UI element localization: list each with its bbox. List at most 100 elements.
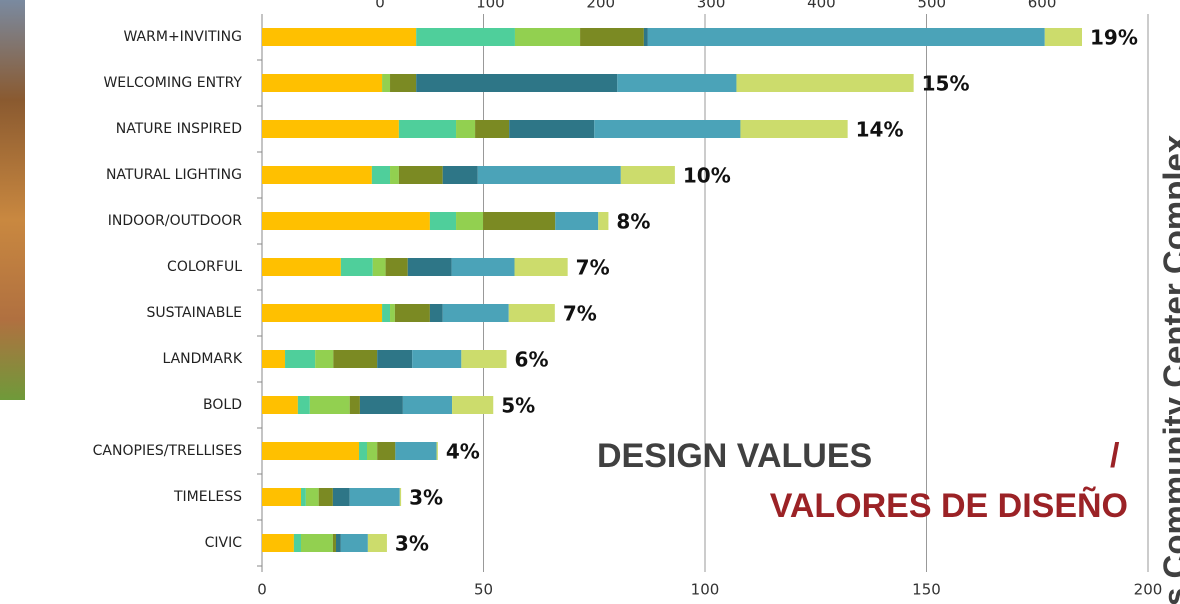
- bar-segment: [262, 120, 399, 138]
- bar-segment: [262, 258, 341, 276]
- bar-segment: [285, 350, 316, 368]
- bar-segment: [293, 534, 301, 552]
- bar-segment: [436, 442, 438, 460]
- y-tick-label: CIVIC: [205, 535, 243, 551]
- bar-label: 3%: [395, 532, 429, 556]
- bar-label: 4%: [446, 440, 480, 464]
- bar-segment: [359, 442, 367, 460]
- x-tick-label: 50: [474, 581, 493, 599]
- y-tick-label: WARM+INVITING: [123, 29, 242, 45]
- bar-segment: [372, 258, 386, 276]
- y-tick-label: CANOPIES/TRELLISES: [93, 443, 242, 459]
- x-tick-label: 150: [912, 581, 941, 599]
- y-tick-label: TIMELESS: [173, 489, 242, 505]
- bar-segment: [452, 396, 494, 414]
- y-tick-label: NATURAL LIGHTING: [106, 167, 242, 183]
- x2-tick-label: 200: [586, 0, 615, 12]
- x-tick-label: 100: [691, 581, 720, 599]
- bar-segment: [297, 396, 310, 414]
- bar-segment: [390, 74, 417, 92]
- bar-segment: [647, 28, 1045, 46]
- bar-segment: [262, 74, 383, 92]
- bar-label: 8%: [616, 210, 650, 234]
- bar-segment: [508, 304, 555, 322]
- bar-segment: [359, 396, 403, 414]
- bar-segment: [1044, 28, 1082, 46]
- bar-segment: [390, 166, 399, 184]
- bar-segment: [416, 74, 618, 92]
- photo-strip: [0, 0, 25, 400]
- x2-tick-label: 500: [917, 0, 946, 12]
- bar-label: 5%: [501, 394, 535, 418]
- bar-segment: [371, 166, 391, 184]
- bar-segment: [594, 120, 741, 138]
- bar-segment: [442, 166, 478, 184]
- bar-label: 7%: [563, 302, 597, 326]
- bar-segment: [395, 442, 437, 460]
- bar-segment: [349, 396, 360, 414]
- bar-segment: [740, 120, 848, 138]
- bar-segment: [483, 212, 556, 230]
- bar-segment: [620, 166, 675, 184]
- bar-segment: [377, 442, 396, 460]
- bar-segment: [385, 258, 408, 276]
- bar-label: 6%: [515, 348, 549, 372]
- bar-segment: [598, 212, 609, 230]
- bar-label: 14%: [856, 118, 904, 142]
- bar-segment: [477, 166, 621, 184]
- bar-segment: [451, 258, 515, 276]
- bar-segment: [509, 120, 595, 138]
- bar-segment: [456, 120, 476, 138]
- y-tick-label: BOLD: [203, 397, 242, 413]
- bar-segment: [643, 28, 648, 46]
- bar-label: 7%: [576, 256, 610, 280]
- bar-segment: [262, 534, 294, 552]
- bar-segment: [399, 488, 402, 506]
- bar-segment: [398, 166, 443, 184]
- bar-segment: [262, 396, 298, 414]
- bar-segment: [367, 534, 387, 552]
- bar-segment: [332, 488, 350, 506]
- x2-tick-label: 400: [807, 0, 836, 12]
- bar-segment: [617, 74, 737, 92]
- bar-segment: [315, 350, 334, 368]
- bar-label: 10%: [683, 164, 731, 188]
- bar-segment: [340, 258, 373, 276]
- bar-segment: [333, 350, 378, 368]
- bar-segment: [262, 304, 383, 322]
- bar-segment: [382, 304, 391, 322]
- bar-segment: [429, 212, 457, 230]
- bar-segment: [416, 28, 515, 46]
- y-tick-label: WELCOMING ENTRY: [103, 75, 242, 91]
- bar-segment: [366, 442, 378, 460]
- bar-segment: [300, 534, 333, 552]
- y-tick-label: SUSTAINABLE: [147, 305, 243, 321]
- y-tick-label: COLORFUL: [167, 259, 242, 275]
- bar-segment: [390, 304, 395, 322]
- bar-segment: [262, 28, 417, 46]
- bar-segment: [442, 304, 509, 322]
- bar-segment: [305, 488, 319, 506]
- bar-segment: [300, 488, 306, 506]
- bar-segment: [262, 350, 286, 368]
- bar-label: 19%: [1090, 26, 1138, 50]
- bar-segment: [262, 212, 430, 230]
- bar-segment: [580, 28, 644, 46]
- bar-segment: [461, 350, 507, 368]
- bar-segment: [318, 488, 333, 506]
- x-tick-label: 0: [257, 581, 267, 599]
- bar-segment: [262, 442, 360, 460]
- x2-tick-label: 300: [697, 0, 726, 12]
- chart-subtitle: VALORES DE DISEÑO: [770, 487, 1128, 525]
- y-tick-label: NATURE INSPIRED: [116, 121, 242, 137]
- title-separator: /: [1110, 437, 1120, 475]
- bar-segment: [340, 534, 368, 552]
- bar-segment: [332, 534, 336, 552]
- bar-segment: [402, 396, 453, 414]
- x-tick-label: 200: [1134, 581, 1163, 599]
- bar-segment: [407, 258, 452, 276]
- y-tick-label: INDOOR/OUTDOOR: [108, 213, 243, 229]
- bar-segment: [309, 396, 350, 414]
- plot-area: 0 50 100 150 200 0 100 200 300 400 500 600 WARM+INVI…: [93, 0, 1163, 599]
